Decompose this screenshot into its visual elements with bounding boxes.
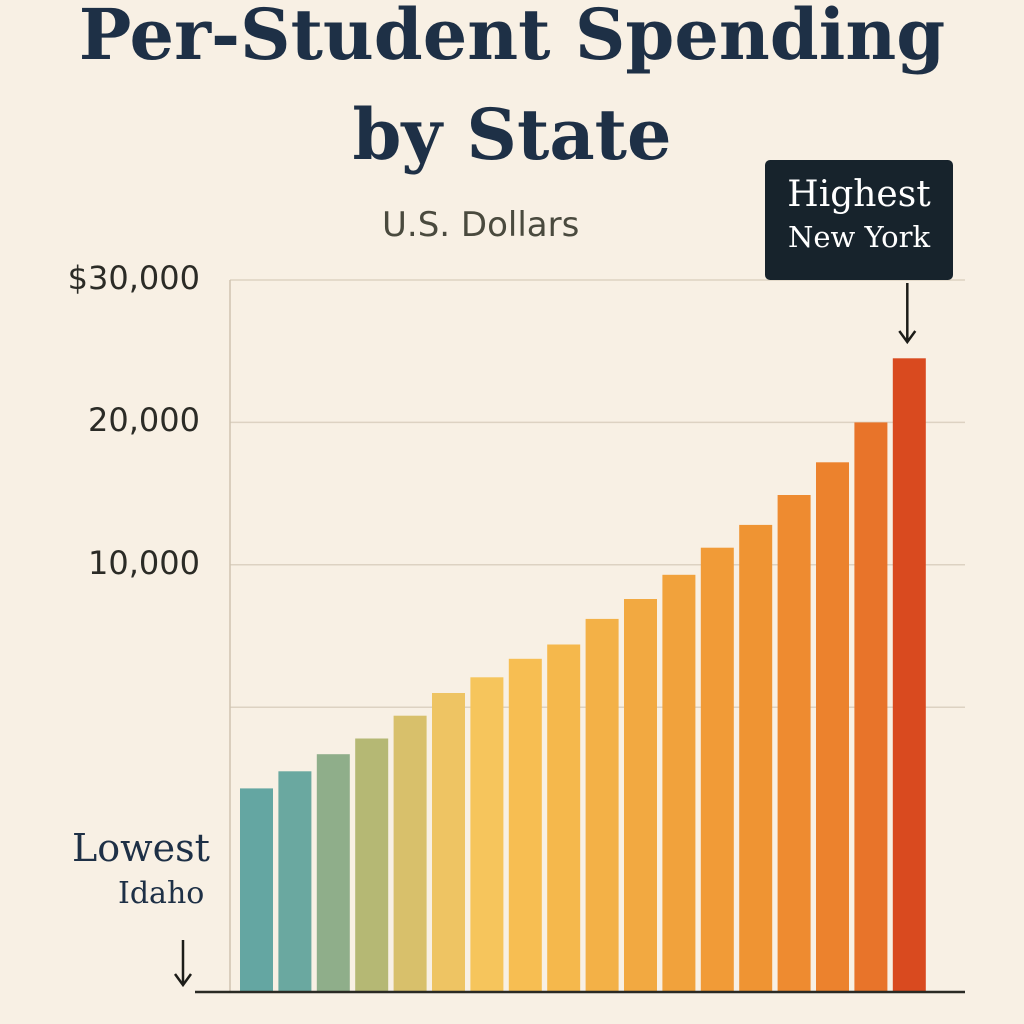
bar bbox=[662, 574, 696, 992]
lowest-callout-name: Idaho bbox=[118, 875, 205, 911]
bar bbox=[585, 618, 619, 992]
y-tick-label: 10,000 bbox=[88, 543, 200, 582]
bar bbox=[432, 693, 465, 992]
chart-title-line-2: by State bbox=[352, 93, 672, 176]
bar bbox=[508, 658, 542, 992]
bar bbox=[816, 462, 849, 992]
y-tick-label: $30,000 bbox=[67, 259, 200, 297]
bar bbox=[624, 599, 657, 992]
bar bbox=[739, 524, 773, 992]
bar bbox=[700, 547, 734, 992]
lowest-callout: Lowest Idaho bbox=[72, 826, 222, 913]
y-tick-label: 20,000 bbox=[88, 401, 200, 440]
lowest-arrow-icon bbox=[173, 940, 193, 988]
bar bbox=[892, 358, 926, 992]
highest-callout: Highest New York bbox=[765, 160, 953, 280]
bar bbox=[547, 644, 581, 992]
bar bbox=[278, 771, 312, 992]
bar bbox=[316, 754, 350, 992]
highest-arrow-icon bbox=[898, 283, 917, 345]
chart-title-line-1: Per-Student Spending bbox=[78, 0, 946, 76]
bar bbox=[470, 677, 504, 992]
chart-subtitle: U.S. Dollars bbox=[382, 205, 580, 245]
bar bbox=[393, 715, 427, 992]
bar bbox=[777, 495, 811, 992]
highest-callout-label: Highest bbox=[787, 174, 931, 215]
bar bbox=[240, 788, 273, 992]
lowest-callout-label: Lowest bbox=[72, 826, 210, 870]
highest-callout-name: New York bbox=[787, 219, 931, 254]
bar bbox=[355, 738, 389, 992]
bar bbox=[854, 422, 888, 992]
